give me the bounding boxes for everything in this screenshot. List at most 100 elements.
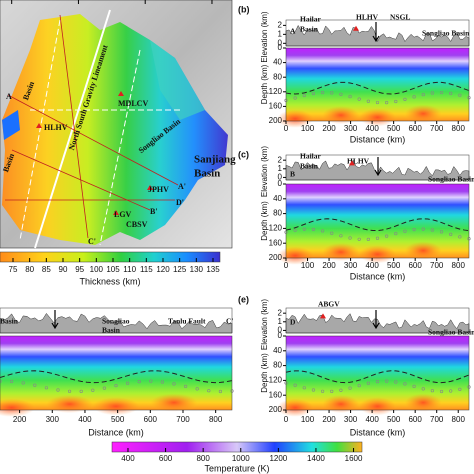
x-tick-label: 600 [408,124,422,133]
colorbar-tick-label: 105 [106,265,120,274]
profile-line [5,14,179,239]
y-tick-label: 40 [273,58,282,67]
colorbar-tick-label: 600 [159,454,173,463]
lab-point [394,380,398,384]
basin-boundary [19,19,180,246]
lab-point [449,389,453,393]
lab-point [458,93,462,97]
map-label: C' [88,237,96,246]
lab-point [33,383,37,387]
colorbar-tick-label: 1000 [232,454,250,463]
x-tick-label: 0 [284,261,289,270]
section-label: ABGV [318,300,340,309]
x-tick-label: 800 [452,124,466,133]
y-tick-label: 160 [269,102,283,111]
x-tick-label: 200 [322,261,336,270]
x-tick-label: 500 [387,261,401,270]
arrow [372,22,380,43]
lab-point [439,90,444,95]
lab-point [311,227,316,232]
hot-zone [359,108,396,127]
colorbar-tick-label: 400 [121,454,135,463]
lab-point [430,91,435,95]
lab-point [330,91,334,95]
hot-zone [322,395,360,414]
colorbar-tick-label: 80 [25,265,34,274]
colorbar-tick-label: 115 [140,265,153,274]
section-label: HLHV [347,157,370,166]
section-label: NSGL [390,13,410,22]
x-tick-label: 200 [322,124,336,133]
topography [285,159,470,181]
lab-point [385,379,389,383]
map-label: MDLCV [118,99,148,108]
elevation-frame [285,307,470,334]
topography [0,313,233,334]
y-axis-label: Depth (km) [260,201,269,241]
y-tick-label: 40 [273,346,282,355]
lab-point [330,389,334,393]
lab-point [366,99,370,103]
lab-point [21,381,25,385]
x-axis-label: Distance (km) [350,134,406,144]
x-tick-label: 500 [387,415,401,424]
lab-point [449,91,453,95]
x-tick-label: 200 [322,415,336,424]
lab-point [311,388,316,392]
lab-point [412,95,416,99]
lab-point [302,386,306,390]
lab-point [375,236,380,240]
lab-point [114,383,118,388]
arrow [374,157,382,177]
x-tick-label: 700 [430,124,444,133]
elevation-tick-label: 2 [278,308,283,317]
lab-point [207,389,211,393]
panel-label: (b) [238,4,250,14]
x-tick-label: 300 [344,261,358,270]
x-tick-label: 400 [365,415,379,424]
section-label: Basin [300,162,319,171]
x-tick-label: 800 [209,415,223,424]
map-label: HLHV [44,123,68,132]
x-tick-label: 600 [408,261,422,270]
x-tick-label: 100 [301,261,315,270]
x-tick-label: 400 [365,261,379,270]
elevation-tick-label: 1 [278,317,283,326]
lab-point [149,379,153,383]
volcano [320,313,326,319]
y-tick-label: 40 [273,194,282,203]
section-label: Songliao Basin [428,328,474,337]
y-tick-label: 0 [278,331,283,340]
x-tick-label: 200 [13,415,27,424]
elevation-tick-label: 0 [278,173,283,182]
lab-point [321,90,325,95]
elevation-tick-label: 1 [278,164,283,173]
depth-frame [285,47,470,122]
lab-point [348,386,352,390]
lab-point [421,227,425,231]
lab-point [403,382,407,386]
hot-zone [46,395,93,414]
y-tick-label: 0 [278,43,283,52]
lab-point [311,91,316,96]
x-tick-label: 300 [344,124,358,133]
section-label: Basin [300,25,319,34]
y-axis-label: Elevation (km) [260,11,269,62]
y-axis-label: Depth (km) [260,64,269,104]
colorbar-tick-label: 1200 [269,454,287,463]
x-axis-label: Distance (km) [88,427,144,437]
topography [285,24,470,47]
section-label: B [290,170,295,179]
lab-point [449,232,453,236]
y-tick-label: 80 [273,209,282,218]
elevation-tick-label: 1 [278,29,283,38]
lab-point [339,388,343,392]
lab-point [439,389,444,394]
thin-zone [150,40,205,120]
lab-point [67,389,72,393]
map-label: CBSV [126,220,148,229]
lab-point [348,94,352,99]
section-label: Songliao Basin [428,175,474,184]
x-tick-label: 800 [452,415,466,424]
